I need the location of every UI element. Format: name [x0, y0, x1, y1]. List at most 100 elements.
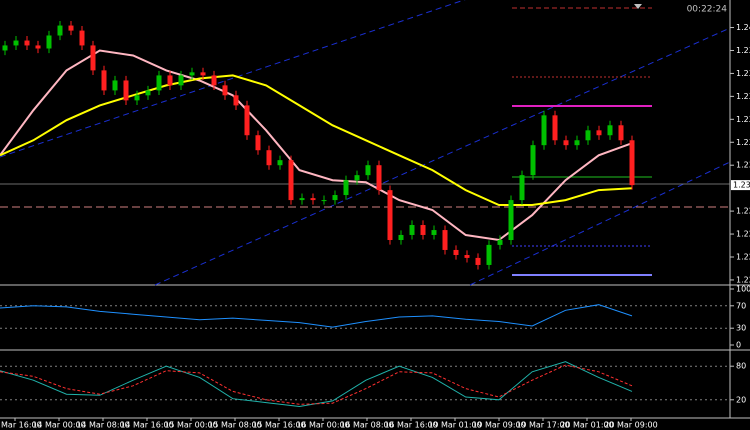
y-tick-label: 1.23450 [736, 115, 750, 124]
y-tick-label: 1.23150 [736, 161, 750, 170]
candle-body [585, 130, 591, 141]
candle-body [607, 125, 613, 136]
indicator-line [0, 74, 633, 206]
candle-body [167, 75, 173, 86]
x-tick-label: 14 Mar 08:00 [76, 421, 129, 430]
indicator-line [0, 361, 633, 408]
y-tick-label: 70 [736, 301, 746, 310]
y-tick-label: 1.23750 [736, 69, 750, 78]
y-tick-label: 100 [736, 285, 750, 294]
candle-body [343, 180, 349, 196]
candle-body [189, 72, 195, 76]
candle-body [310, 198, 316, 201]
candle-body [365, 165, 371, 176]
indicator-line [0, 49, 633, 242]
x-tick-label: 14 Mar 00:00 [32, 421, 85, 430]
candle-body [354, 175, 360, 181]
candle-body [90, 45, 96, 71]
y-tick-label: 1.22700 [736, 230, 750, 239]
candle-body [134, 95, 140, 101]
candle-body [46, 35, 52, 49]
indicator-line [0, 304, 633, 328]
candle-body [222, 85, 228, 96]
candle-body [629, 140, 635, 186]
x-tick-label: 16 Mar 16:00 [384, 421, 437, 430]
candle-body [288, 160, 294, 201]
y-tick-label: 80 [736, 362, 746, 371]
candle-body [376, 165, 382, 191]
y-tick-label: 1.23900 [736, 46, 750, 55]
x-tick-label: 16 Mar 00:00 [296, 421, 349, 430]
candle-body [618, 125, 624, 141]
candle-body [233, 95, 239, 106]
candle-body [277, 160, 283, 166]
candle-body [453, 249, 459, 256]
candle-body [112, 80, 118, 91]
candle-body [563, 140, 569, 146]
candle-body [156, 75, 162, 91]
candle-body [57, 25, 63, 36]
y-tick-label: 1.22550 [736, 252, 750, 261]
channel-line [0, 0, 466, 158]
x-tick-label: 16 Mar 08:00 [340, 421, 393, 430]
candle-body [244, 105, 250, 136]
y-tick-label: 1.23600 [736, 92, 750, 101]
candle-body [574, 140, 580, 146]
scroll-marker [634, 4, 642, 9]
y-tick-label: 1.23300 [736, 138, 750, 147]
candle-body [145, 90, 151, 96]
y-tick-label: 1.24050 [736, 23, 750, 32]
candle-body [596, 130, 602, 136]
candle-body [431, 230, 437, 235]
candle-body [475, 257, 481, 265]
candle-body [519, 175, 525, 201]
candle-body [409, 225, 415, 235]
candle-body [68, 25, 74, 31]
candle-body [101, 70, 107, 91]
candle-body [398, 234, 404, 241]
candle-body [123, 80, 129, 101]
indicator-line [0, 364, 633, 405]
candle-body [24, 40, 30, 46]
channel-line [154, 27, 731, 286]
candle-body [387, 190, 393, 241]
x-tick-label: 19 Mar 01:00 [428, 421, 481, 430]
y-tick-label: 1.22850 [736, 207, 750, 216]
candle-body [35, 45, 41, 49]
x-tick-label: 19 Mar 09:00 [472, 421, 525, 430]
candle-body [420, 225, 426, 235]
candle-body [178, 75, 184, 86]
candle-body [255, 135, 261, 151]
candle-body [2, 45, 8, 51]
y-tick-label: 1.22400 [736, 275, 750, 284]
last-price-label: 1.23020 [733, 181, 750, 190]
x-tick-label: 19 Mar 17:00 [516, 421, 569, 430]
last-price-box [731, 180, 750, 191]
candle-body [552, 115, 558, 141]
candle-body [13, 40, 19, 46]
x-tick-label: 20 Mar 01:00 [560, 421, 613, 430]
candle-body [486, 244, 492, 265]
y-tick-label: 0 [736, 341, 741, 350]
clock: 00:22:24 [687, 5, 728, 15]
x-tick-label: 20 Mar 09:00 [604, 421, 657, 430]
candle-body [541, 115, 547, 146]
x-tick-label: 15 Mar 16:00 [252, 421, 305, 430]
x-tick-label: 15 Mar 08:00 [208, 421, 261, 430]
candle-body [464, 255, 470, 258]
y-tick-label: 20 [736, 395, 746, 404]
candle-body [530, 145, 536, 176]
x-tick-label: 14 Mar 16:00 [120, 421, 173, 430]
candle-body [508, 200, 514, 241]
y-tick-label: 30 [736, 324, 746, 333]
candle-body [200, 72, 206, 76]
channel-line [469, 161, 731, 286]
candle-body [497, 240, 503, 245]
candle-body [299, 198, 305, 201]
x-tick-label: 15 Mar 00:00 [164, 421, 217, 430]
candle-body [266, 150, 272, 166]
candle-body [321, 200, 327, 202]
candle-body [332, 195, 338, 201]
